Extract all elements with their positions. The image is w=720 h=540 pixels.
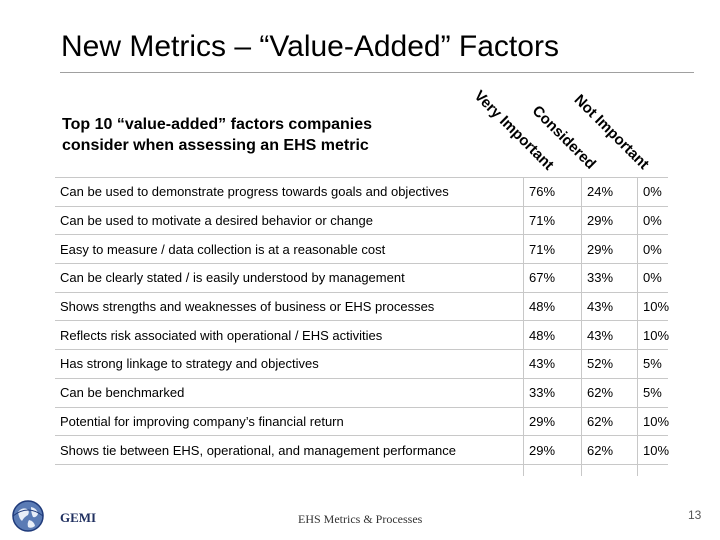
table-row: Can be benchmarked 33% 62% 5%	[55, 377, 668, 407]
not-important-value: 10%	[643, 442, 670, 458]
considered-value: 62%	[587, 385, 614, 401]
page-number: 13	[688, 508, 702, 522]
table-row: Easy to measure / data collection is at …	[55, 234, 668, 264]
not-important-value: 0%	[643, 270, 662, 286]
not-important-value: 0%	[643, 184, 662, 200]
footer-title: EHS Metrics & Processes	[298, 512, 423, 526]
row-label: Can be benchmarked	[60, 385, 185, 401]
row-label: Can be clearly stated / is easily unders…	[60, 270, 405, 286]
not-important-value: 10%	[643, 327, 670, 343]
not-important-value: 0%	[643, 213, 662, 229]
row-label: Potential for improving company’s financ…	[60, 413, 344, 429]
column-divider	[581, 177, 582, 476]
very-important-value: 67%	[529, 270, 556, 286]
considered-value: 24%	[587, 184, 614, 200]
very-important-value: 71%	[529, 241, 556, 257]
gemi-globe-logo-icon	[12, 500, 44, 532]
row-label: Easy to measure / data collection is at …	[60, 241, 386, 257]
row-label: Has strong linkage to strategy and objec…	[60, 356, 319, 372]
very-important-value: 29%	[529, 442, 556, 458]
table-row: Has strong linkage to strategy and objec…	[55, 349, 668, 378]
considered-value: 62%	[587, 413, 614, 429]
column-header-very-important: Very Important	[470, 87, 557, 174]
considered-value: 43%	[587, 299, 614, 315]
considered-value: 43%	[587, 327, 614, 343]
considered-value: 33%	[587, 270, 614, 286]
table-row: Potential for improving company’s financ…	[55, 406, 670, 436]
slide-title: New Metrics – “Value-Added” Factors	[61, 30, 559, 63]
value-added-factors-table: Can be used to demonstrate progress towa…	[55, 177, 670, 465]
title-divider	[60, 72, 694, 73]
table-row: Reflects risk associated with operationa…	[55, 320, 670, 350]
considered-value: 29%	[587, 213, 614, 229]
not-important-value: 10%	[643, 299, 670, 315]
gemi-logo-text: GEMI	[60, 510, 97, 525]
not-important-value: 5%	[643, 356, 662, 372]
not-important-value: 5%	[643, 385, 662, 401]
not-important-value: 10%	[643, 413, 670, 429]
very-important-value: 29%	[529, 413, 556, 429]
very-important-value: 43%	[529, 356, 556, 372]
table-row: Shows tie between EHS, operational, and …	[55, 435, 670, 465]
very-important-value: 76%	[529, 184, 556, 200]
very-important-value: 48%	[529, 327, 556, 343]
table-row: Can be used to demonstrate progress towa…	[55, 177, 668, 206]
considered-value: 29%	[587, 241, 614, 257]
row-label: Shows strengths and weaknesses of busine…	[60, 299, 435, 315]
not-important-value: 0%	[643, 241, 662, 257]
very-important-value: 48%	[529, 299, 556, 315]
row-label: Can be used to demonstrate progress towa…	[60, 184, 449, 200]
very-important-value: 33%	[529, 385, 556, 401]
table-row: Can be clearly stated / is easily unders…	[55, 263, 668, 292]
row-label: Shows tie between EHS, operational, and …	[60, 442, 457, 458]
row-label: Reflects risk associated with operationa…	[60, 327, 383, 343]
row-label: Can be used to motivate a desired behavi…	[60, 213, 373, 229]
subtitle-line-2: consider when assessing an EHS metric	[62, 137, 369, 154]
subtitle-line-1: Top 10 “value-added” factors companies	[62, 116, 373, 133]
very-important-value: 71%	[529, 213, 556, 229]
considered-value: 62%	[587, 442, 614, 458]
table-row: Can be used to motivate a desired behavi…	[55, 205, 668, 235]
table-subtitle: Top 10 “value-added” factors companies c…	[62, 114, 372, 156]
column-divider	[637, 177, 638, 476]
column-divider	[523, 177, 524, 476]
considered-value: 52%	[587, 356, 614, 372]
table-row: Shows strengths and weaknesses of busine…	[55, 291, 670, 321]
